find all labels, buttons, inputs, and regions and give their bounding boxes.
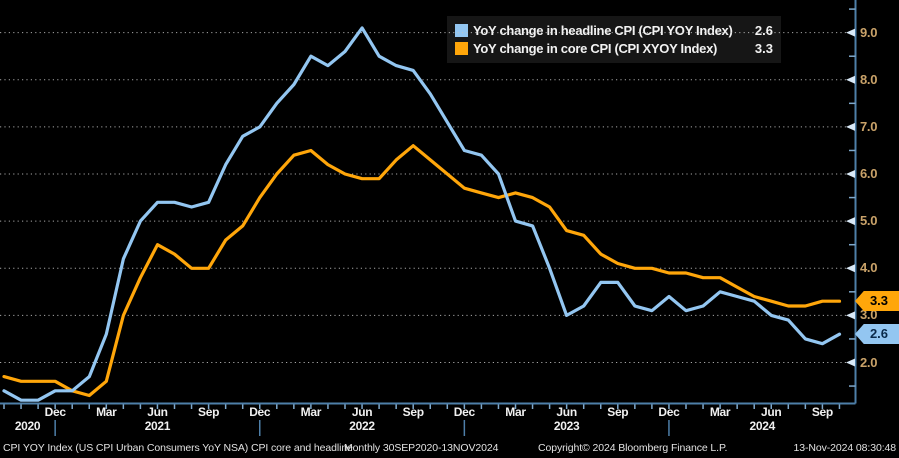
legend-item-headline-cpi[interactable]: YoY change in headline CPI (CPI YOY Inde… [455,22,773,38]
y-axis-tick-label: 5.0 [860,213,878,229]
status-bar: CPI YOY Index (US CPI Urban Consumers Yo… [0,438,899,458]
x-axis-month-label: Sep [811,405,833,419]
legend-label-headline: YoY change in headline CPI (CPI YOY Inde… [473,22,733,38]
y-axis-tick-label: 2.0 [860,354,878,370]
y-axis-tick-label: 9.0 [860,24,878,40]
x-axis-month-label: Jun [556,405,577,419]
x-axis-month-label: Sep [198,405,220,419]
x-axis-month-label: Mar [300,405,322,419]
footer-period-range: Monthly 30SEP2020-13NOV2024 [344,442,499,454]
y-major-tick-arrow [846,170,855,179]
y-axis-tick-label: 4.0 [860,260,878,276]
y-major-tick-arrow [846,311,855,320]
y-axis-tick-label: 7.0 [860,118,878,134]
x-axis-month-label: Sep [402,405,424,419]
y-major-tick-arrow [846,358,855,367]
chart-legend: YoY change in headline CPI (CPI YOY Inde… [447,16,781,63]
x-axis-month-label: Dec [44,405,66,419]
x-axis-month-label: Jun [351,405,373,419]
footer-timestamp: 13-Nov-2024 08:30:48 [793,442,897,454]
x-axis-month-label: Mar [96,405,117,419]
series-line [2,26,842,402]
core-last-value-badge: 3.3 [855,291,899,311]
y-major-tick-arrow [846,264,855,273]
x-axis-month-label: Mar [709,405,731,419]
x-axis-year-label: 2022 [349,419,375,433]
x-axis-month-label: Dec [249,405,271,419]
x-axis-year-label: 2024 [749,419,775,433]
x-axis-year-label: 2023 [553,419,580,433]
x-axis-month-label: Sep [607,405,629,419]
legend-value-core: 3.3 [754,40,773,56]
x-axis-month-label: Jun [147,405,168,419]
x-axis-year-label: 2020 [14,419,41,433]
headline-last-value-badge: 2.6 [855,324,899,344]
cpi-line-chart[interactable] [0,0,899,437]
y-major-tick-arrow [846,75,855,84]
legend-value-headline: 2.6 [754,22,773,38]
y-axis-tick-label: 8.0 [860,71,878,87]
legend-item-core-cpi[interactable]: YoY change in core CPI (CPI XYOY Index) … [455,40,773,56]
x-axis-month-label: Mar [505,405,526,419]
x-axis-year-label: 2021 [144,419,171,433]
chart-plot-area[interactable]: YoY change in headline CPI (CPI YOY Inde… [0,0,899,437]
y-major-tick-arrow [846,217,855,226]
x-axis-month-label: Jun [761,405,782,419]
x-axis-month-label: Dec [658,405,680,419]
legend-label-core: YoY change in core CPI (CPI XYOY Index) [473,40,718,56]
y-axis-tick-label: 6.0 [860,166,878,182]
footer-index-description: CPI YOY Index (US CPI Urban Consumers Yo… [3,442,353,454]
x-axis-month-label: Dec [453,405,475,419]
core-series-swatch-icon [455,41,468,55]
headline-series-swatch-icon [455,23,468,37]
series-line [2,144,842,398]
y-major-tick-arrow [846,122,855,131]
footer-copyright: Copyright© 2024 Bloomberg Finance L.P. [538,442,728,454]
y-major-tick-arrow [846,28,855,37]
y-axis-tick-label: 3.0 [860,307,878,323]
